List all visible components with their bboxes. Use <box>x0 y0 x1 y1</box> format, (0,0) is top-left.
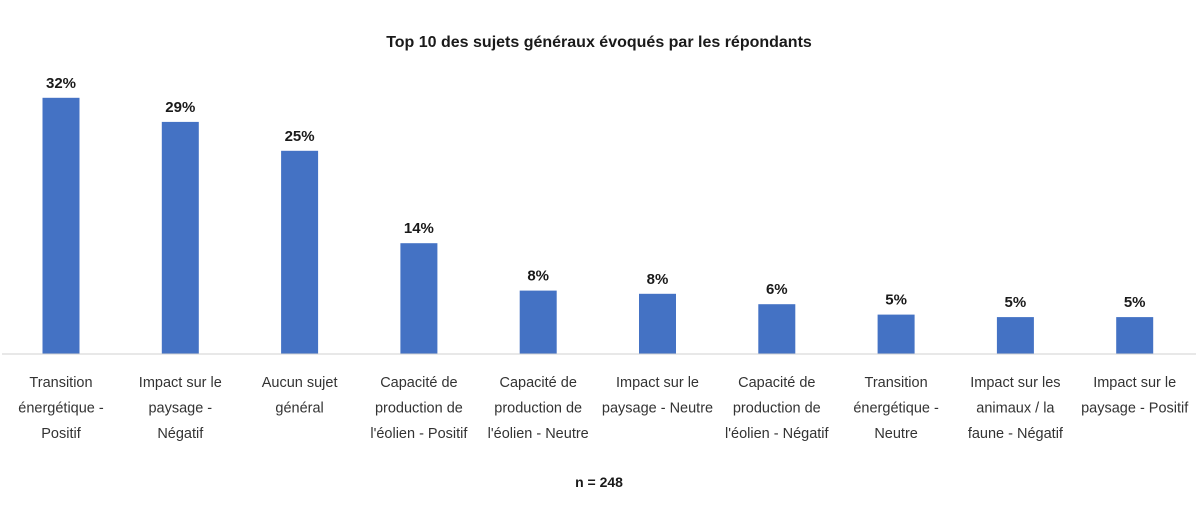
category-label-5: Capacité de production de l'éolien - Neutr… <box>488 375 589 442</box>
value-labels-group: 32% 29% 25% 14% 8% 8% 6% 5% 5% 5% <box>46 75 1146 311</box>
category-labels-group: Transition énergétique -Positif Impact sur… <box>18 375 1189 442</box>
category-label-6: Impact sur le paysage - Neutre <box>602 375 713 417</box>
category-label-10: Impact sur le paysage - Positif <box>1081 375 1189 417</box>
bar-value-label-7: 6% <box>766 281 788 298</box>
category-label-4: Capacité de production de l'éolien - Posit… <box>370 375 468 442</box>
sample-size-note: n = 248 <box>575 474 623 490</box>
bar-1 <box>42 97 80 355</box>
bar-4 <box>400 243 438 354</box>
category-label-3: Aucun sujet général <box>262 375 338 417</box>
bar-10 <box>1116 317 1154 354</box>
category-label-8: Transition énergétique -Neutre <box>853 375 939 442</box>
bar-8 <box>877 314 915 354</box>
bars-group <box>42 97 1154 355</box>
bar-value-label-2: 29% <box>165 99 195 116</box>
category-label-9: Impact sur les animaux / la faune - Négati… <box>968 375 1064 442</box>
bar-value-label-6: 8% <box>647 271 669 288</box>
bar-value-label-3: 25% <box>285 128 315 145</box>
bar-value-label-8: 5% <box>885 292 907 309</box>
category-label-7: Capacité de production de l'éolien - Négat… <box>725 375 829 442</box>
bar-9 <box>996 317 1034 354</box>
bar-5 <box>519 290 557 354</box>
bar-value-label-1: 32% <box>46 75 76 92</box>
category-label-2: Impact sur le paysage -Négatif <box>139 375 222 442</box>
chart-title: Top 10 des sujets généraux évoqués par l… <box>386 34 812 51</box>
bar-value-label-5: 8% <box>527 268 549 285</box>
bar-value-label-4: 14% <box>404 220 434 237</box>
bar-3 <box>281 150 319 354</box>
bar-value-label-10: 5% <box>1124 294 1146 311</box>
bar-6 <box>639 293 676 354</box>
bar-2 <box>161 121 199 355</box>
category-label-1: Transition énergétique -Positif <box>18 375 104 442</box>
bar-value-label-9: 5% <box>1005 294 1027 311</box>
bar-7 <box>758 304 796 354</box>
